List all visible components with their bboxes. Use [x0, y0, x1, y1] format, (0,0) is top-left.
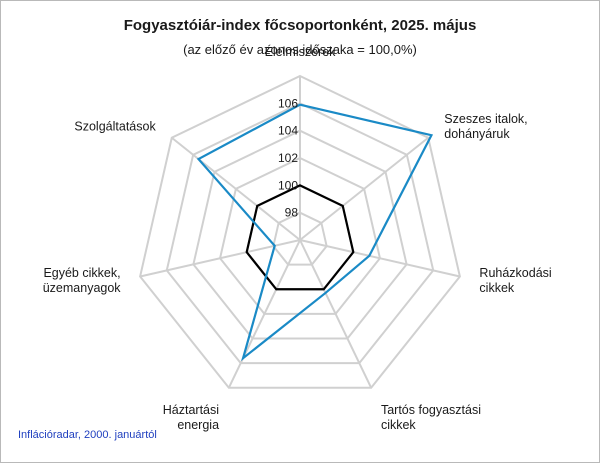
axis-label: Háztartási energia [163, 403, 219, 432]
axis-label: Tartós fogyasztási cikkek [381, 403, 481, 432]
chart-title: Fogyasztóiár-index főcsoportonként, 2025… [123, 17, 477, 34]
axis-label: Élelmiszerek [265, 44, 337, 59]
grid-spoke [171, 136, 301, 241]
chart-subtitle: (az előző év azonos időszaka = 100,0%) [183, 42, 417, 57]
grid-spoke [227, 239, 301, 389]
axis-label: Egyéb cikkek, üzemanyagok [43, 266, 122, 295]
radial-tick-label: 106 [278, 96, 298, 110]
grid-spoke [299, 239, 373, 389]
grid-spoke [299, 239, 461, 278]
radial-tick-label: 102 [278, 151, 298, 165]
grid-ring [272, 211, 328, 266]
radial-tick-label: 98 [285, 206, 299, 220]
grid-spoke [139, 239, 301, 278]
source-note: Inflációradar, 2000. januártól [18, 429, 157, 441]
grid-ring [192, 129, 408, 340]
radial-tick-label: 100 [278, 178, 298, 192]
axis-label: Szolgáltatások [74, 120, 156, 134]
series-line-baseline [245, 184, 355, 291]
series-line-cpi [196, 103, 434, 362]
grid-spoke [299, 136, 429, 241]
grid-ring [139, 74, 461, 389]
axis-label: Ruházkodási cikkek [479, 266, 551, 295]
axis-label: Szeszes italok, dohányáruk [444, 112, 527, 141]
radial-tick-label: 104 [278, 124, 298, 138]
